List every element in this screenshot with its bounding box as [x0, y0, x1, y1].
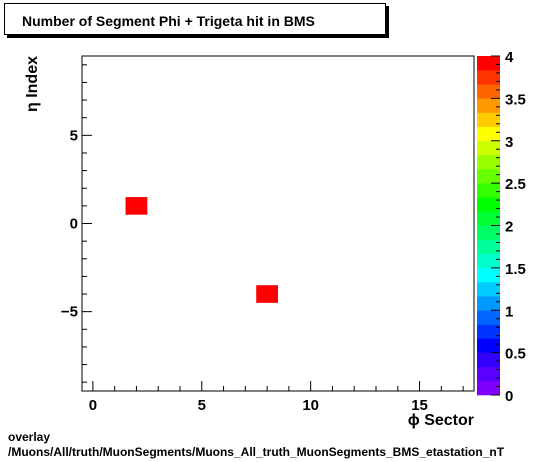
palette-segment [477, 310, 500, 325]
footer-overlay-label: overlay [8, 430, 51, 444]
palette-segment [477, 56, 500, 71]
palette-segment [477, 169, 500, 184]
palette-segment [477, 112, 500, 127]
palette-segment [477, 239, 500, 255]
y-tick-label: −5 [61, 304, 78, 321]
palette-segment [477, 126, 500, 142]
palette-segment [477, 183, 500, 198]
y-axis: −5 0 5 [61, 64, 92, 383]
y-tick-label: 5 [70, 127, 78, 144]
palette-segment [477, 253, 500, 269]
footer-path-label: /Muons/All/truth/MuonSegments/Muons_All_… [8, 445, 505, 459]
palette-segment [477, 282, 500, 297]
x-tick-label: 10 [302, 397, 319, 414]
palette-segment [477, 380, 500, 396]
palette-segment [477, 366, 500, 382]
plot-frame [81, 55, 475, 392]
palette-segment [477, 296, 500, 311]
palette-tick-label: 0.5 [505, 346, 526, 363]
palette-segment [477, 197, 500, 212]
palette-tick-label: 2.5 [505, 176, 526, 193]
palette-tick-label: 4 [505, 49, 514, 66]
color-palette: 0 0.5 1 1.5 2 2.5 3 3.5 4 [477, 49, 526, 405]
x-tick-label: 15 [411, 397, 428, 414]
chart-title: Number of Segment Phi + Trigeta hit in B… [22, 13, 315, 29]
palette-segment [477, 324, 500, 339]
heatmap-cell [125, 197, 148, 215]
palette-segment [477, 140, 500, 156]
heatmap-cells [125, 197, 278, 303]
palette-segment [477, 338, 500, 353]
palette-segment [477, 70, 500, 85]
palette-segment [477, 84, 500, 99]
palette-tick-label: 1.5 [505, 261, 526, 278]
y-axis-label: η Index [24, 56, 41, 112]
palette-segment [477, 225, 500, 240]
palette-segment [477, 154, 500, 170]
x-axis: 0 5 10 15 [89, 381, 464, 414]
palette-tick-label: 3.5 [505, 91, 526, 108]
palette-tick-label: 2 [505, 219, 513, 236]
x-tick-label: 0 [89, 397, 97, 414]
palette-segment [477, 98, 500, 113]
palette-tick-label: 3 [505, 134, 513, 151]
palette-segment [477, 211, 500, 226]
y-tick-label: 0 [70, 216, 78, 233]
palette-segment [477, 267, 500, 283]
palette-tick-label: 1 [505, 303, 513, 320]
palette-segment [477, 352, 500, 368]
title-box: Number of Segment Phi + Trigeta hit in B… [4, 3, 386, 35]
palette-tick-label: 0 [505, 388, 513, 405]
plot-area [81, 55, 475, 392]
x-tick-label: 5 [198, 397, 206, 414]
x-axis-label: ϕ Sector [408, 412, 474, 429]
heatmap-cell [256, 285, 278, 303]
